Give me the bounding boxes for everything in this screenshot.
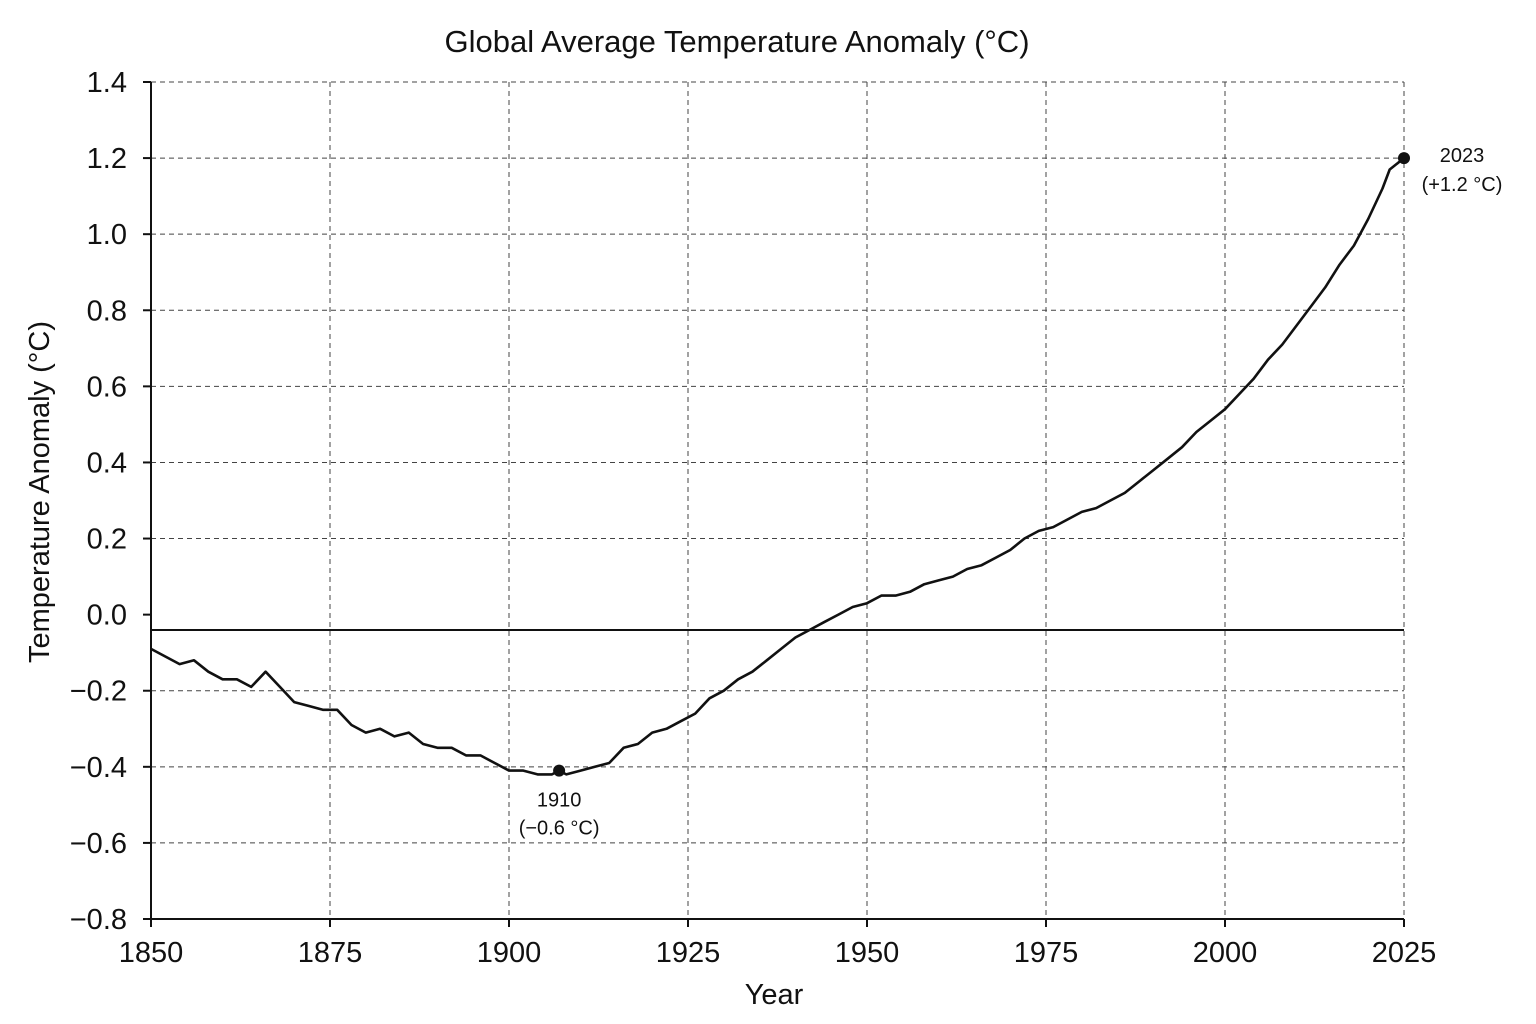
- y-tick-label: 1.4: [87, 67, 127, 99]
- x-tick-label: 1925: [656, 937, 721, 969]
- y-tick-label: 0.2: [87, 524, 127, 556]
- chart-title: Global Average Temperature Anomaly (°C): [444, 24, 1029, 59]
- x-tick-labels: 1850 1875 1900 1925 1950 1975 2000 2025: [119, 937, 1437, 969]
- y-tick-labels: 1.4 1.2 1.0 0.8 0.6 0.4 0.2 0.0 −0.2 −0.4 −0.6 −0.8: [70, 67, 127, 936]
- x-tick-label: 1950: [835, 937, 900, 969]
- y-tick-label: 0.4: [87, 447, 127, 479]
- y-tick-label: −0.6: [70, 828, 127, 860]
- annotation-value: (−0.6 °C): [519, 818, 600, 840]
- x-tick-label: 2025: [1372, 937, 1437, 969]
- highlight-point: [553, 764, 566, 777]
- annotation-year: 1910: [537, 790, 582, 812]
- y-tick-label: 0.6: [87, 371, 127, 403]
- x-tick-label: 1850: [119, 937, 184, 969]
- y-tick-label: 0.8: [87, 295, 127, 327]
- annotation-value: (+1.2 °C): [1422, 174, 1503, 196]
- y-tick-label: −0.2: [70, 676, 127, 708]
- x-tick-label: 1975: [1014, 937, 1079, 969]
- y-axis-label: Temperature Anomaly (°C): [24, 321, 56, 663]
- x-tick-label: 1900: [477, 937, 542, 969]
- highlight-point: [1398, 152, 1410, 165]
- temperature-line: [150, 157, 1405, 776]
- annotations: 1910 (−0.6 °C) 2023 (+1.2 °C): [519, 145, 1503, 840]
- y-tick-label: 1.0: [87, 219, 127, 251]
- axes: [143, 81, 1405, 927]
- x-tick-label: 2000: [1193, 937, 1258, 969]
- y-tick-label: 0.0: [87, 600, 127, 632]
- gridlines: [151, 81, 1405, 920]
- y-tick-label: 1.2: [87, 143, 127, 175]
- annotation-year: 2023: [1440, 145, 1485, 167]
- y-tick-label: −0.8: [70, 904, 127, 936]
- x-tick-label: 1875: [298, 937, 363, 969]
- y-tick-label: −0.4: [70, 752, 127, 784]
- series-layer: [150, 157, 1405, 776]
- x-axis-label: Year: [745, 979, 804, 1011]
